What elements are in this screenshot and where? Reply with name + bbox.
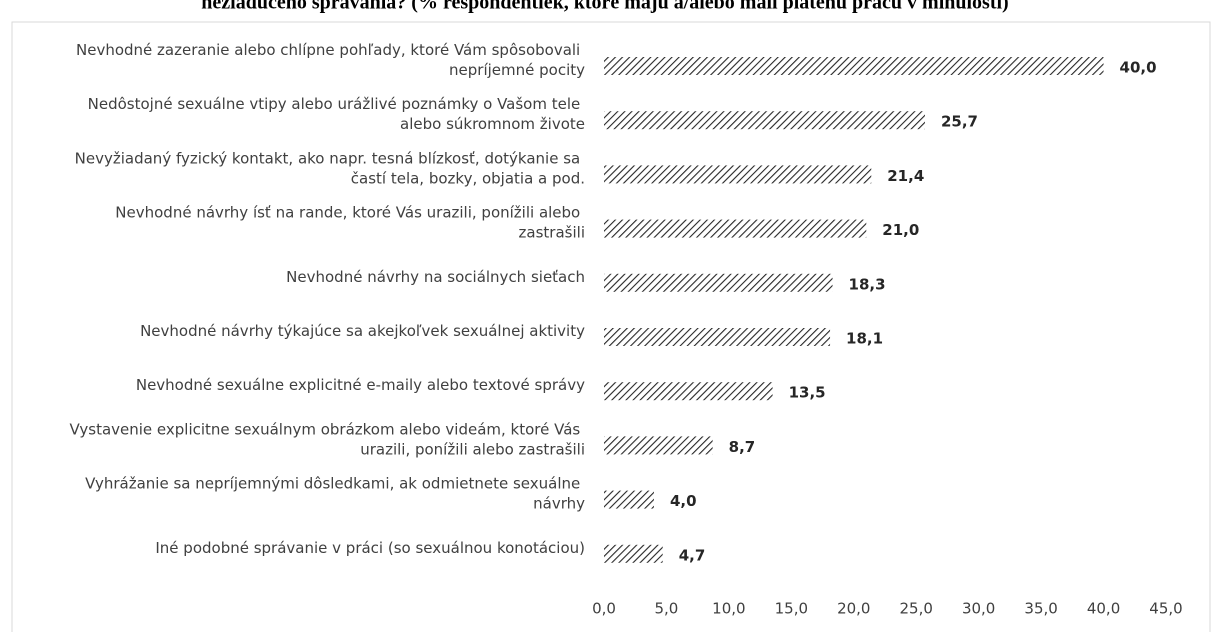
value-label: 18,3 bbox=[849, 275, 886, 293]
x-tick-label: 40,0 bbox=[1087, 600, 1120, 618]
value-label: 8,7 bbox=[729, 438, 756, 456]
category-label: Nevhodné zazeranie alebo chlípne pohľady… bbox=[76, 41, 585, 79]
category-label: Nevhodné návrhy týkajúce sa akejkoľvek s… bbox=[140, 322, 585, 340]
value-label: 21,4 bbox=[887, 167, 924, 185]
x-tick-label: 25,0 bbox=[900, 600, 933, 618]
bar bbox=[604, 382, 773, 401]
bar bbox=[604, 436, 713, 455]
bar bbox=[604, 111, 925, 130]
bar bbox=[604, 57, 1104, 75]
category-label: Nevhodné sexuálne explicitné e-maily ale… bbox=[136, 376, 585, 394]
x-tick-label: 0,0 bbox=[592, 600, 616, 618]
x-tick-label: 35,0 bbox=[1024, 600, 1057, 618]
category-label: Nevhodné návrhy na sociálnych sieťach bbox=[286, 267, 585, 285]
category-label: Vystavenie explicitne sexuálnym obrázkom… bbox=[70, 420, 585, 458]
x-tick-label: 45,0 bbox=[1149, 600, 1182, 618]
bar bbox=[604, 165, 872, 184]
value-label: 13,5 bbox=[789, 384, 826, 402]
bar bbox=[604, 544, 663, 563]
value-label: 25,7 bbox=[941, 113, 978, 131]
chart-title: nežiaduceho správania? (% respondentiek,… bbox=[201, 0, 1008, 14]
category-label: Nevyžiadaný fyzický kontakt, ako napr. t… bbox=[75, 149, 585, 187]
x-tick-label: 20,0 bbox=[837, 600, 870, 618]
category-label: Nevhodné návrhy ísť na rande, ktoré Vás … bbox=[115, 203, 585, 241]
category-label: Nedôstojné sexuálne vtipy alebo urážlivé… bbox=[88, 95, 585, 133]
x-tick-label: 30,0 bbox=[962, 600, 995, 618]
value-label: 4,7 bbox=[679, 546, 706, 564]
category-label: Iné podobné správanie v práci (so sexuál… bbox=[155, 538, 585, 556]
x-tick-label: 5,0 bbox=[655, 600, 679, 618]
value-label: 4,0 bbox=[670, 492, 697, 510]
category-label: Vyhrážanie sa nepríjemnými dôsledkami, a… bbox=[85, 474, 585, 512]
value-label: 40,0 bbox=[1120, 59, 1157, 77]
x-tick-label: 15,0 bbox=[775, 600, 808, 618]
chart-frame bbox=[11, 21, 1211, 632]
value-label: 18,1 bbox=[846, 330, 883, 348]
x-tick-label: 10,0 bbox=[712, 600, 745, 618]
bar bbox=[604, 219, 867, 238]
bar bbox=[604, 273, 833, 292]
bar bbox=[604, 328, 831, 346]
bar bbox=[604, 490, 654, 509]
value-label: 21,0 bbox=[882, 221, 919, 239]
